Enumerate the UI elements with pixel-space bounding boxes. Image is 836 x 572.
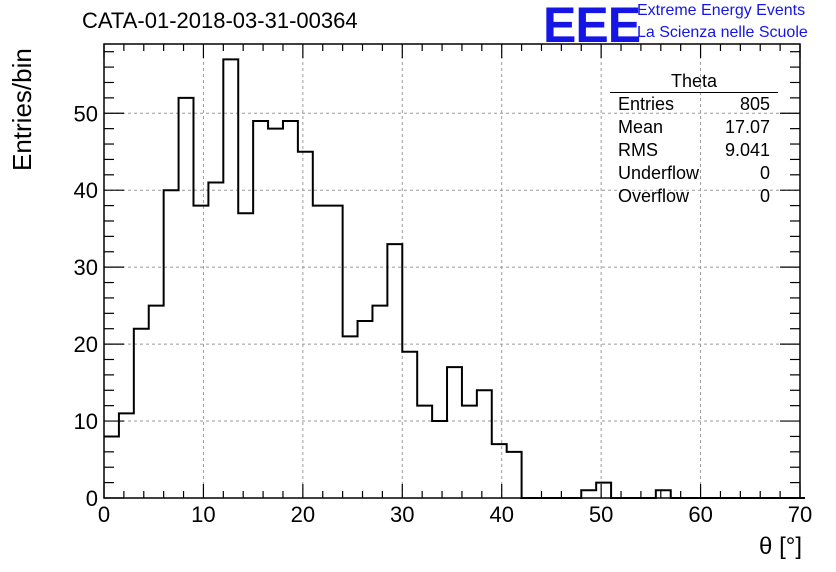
y-axis-label: Entries/bin [7, 48, 37, 171]
stats-title: Theta [610, 70, 778, 93]
logo-caption-line1: Extreme Energy Events [637, 2, 806, 19]
stats-value: 9.041 [724, 140, 770, 160]
y-tick-label: 50 [74, 101, 98, 126]
histogram-bin [417, 406, 432, 498]
histogram-bin [447, 367, 462, 498]
histogram-bin [462, 406, 477, 498]
stats-value: 0 [759, 186, 770, 206]
histogram-bin [313, 206, 328, 498]
histogram-bin [343, 336, 358, 498]
histogram-bin [134, 329, 149, 498]
histogram-bin [432, 421, 447, 498]
histogram-bin [492, 444, 507, 498]
histogram-bin [119, 413, 134, 498]
x-tick-label: 60 [688, 502, 712, 527]
stats-value: 0 [759, 163, 770, 183]
histogram-bin [238, 213, 253, 498]
x-tick-label: 10 [191, 502, 215, 527]
histogram-bin [402, 352, 417, 498]
x-tick-label: 30 [390, 502, 414, 527]
eee-logo: EEE [543, 0, 641, 53]
stats-box: Theta Entries 805 Mean 17.07 RMS 9.041 U… [610, 70, 778, 214]
histogram-bin [596, 483, 611, 498]
plot-frame [103, 43, 801, 499]
x-axis-label: θ [°] [759, 533, 802, 560]
histogram-bin [193, 206, 208, 498]
histogram-bin [268, 129, 283, 498]
stats-label: Entries [618, 94, 675, 114]
stats-row-rms: RMS 9.041 [610, 139, 778, 162]
stats-row-entries: Entries 805 [610, 93, 778, 116]
histogram-bin [298, 152, 313, 498]
histogram-bin [477, 390, 492, 498]
x-tick-label: 0 [98, 502, 110, 527]
histogram-bin [372, 306, 387, 498]
histogram-bin [656, 490, 671, 498]
histogram-bin [328, 206, 343, 498]
stats-row-mean: Mean 17.07 [610, 116, 778, 139]
histogram-bin [223, 59, 238, 498]
histogram-bin [149, 306, 164, 498]
y-tick-label: 20 [74, 332, 98, 357]
stats-row-overflow: Overflow 0 [610, 185, 778, 208]
axis-ticks [103, 44, 801, 499]
histogram-bin [164, 190, 179, 498]
chart-title: CATA-01-2018-03-31-00364 [82, 8, 358, 33]
histogram-bin [179, 98, 194, 498]
x-tick-label: 70 [788, 502, 812, 527]
x-tick-label: 50 [589, 502, 613, 527]
stats-value: 805 [739, 94, 770, 114]
grid-lines [104, 44, 800, 498]
y-tick-label: 0 [86, 486, 98, 511]
tick-labels: 0 10 20 30 40 50 60 70 0 10 20 30 40 50 [74, 101, 813, 527]
stats-label: Underflow [618, 163, 700, 183]
stats-label: Mean [618, 117, 664, 137]
stats-row-underflow: Underflow 0 [610, 162, 778, 185]
histogram-bin [387, 244, 402, 498]
x-tick-label: 40 [489, 502, 513, 527]
y-tick-label: 40 [74, 178, 98, 203]
histogram-bin [358, 321, 373, 498]
stats-value: 17.07 [724, 117, 770, 137]
logo-caption-line2: La Scienza nelle Scuole [637, 24, 808, 41]
histogram-bin [507, 452, 522, 498]
x-tick-label: 20 [291, 502, 315, 527]
y-tick-label: 10 [74, 409, 98, 434]
histogram-bin [208, 183, 223, 498]
histogram-bin [253, 121, 268, 498]
stats-label: Overflow [618, 186, 690, 206]
histogram-bin [581, 490, 596, 498]
histogram-bin [283, 121, 298, 498]
y-tick-label: 30 [74, 255, 98, 280]
stats-label: RMS [618, 140, 658, 160]
